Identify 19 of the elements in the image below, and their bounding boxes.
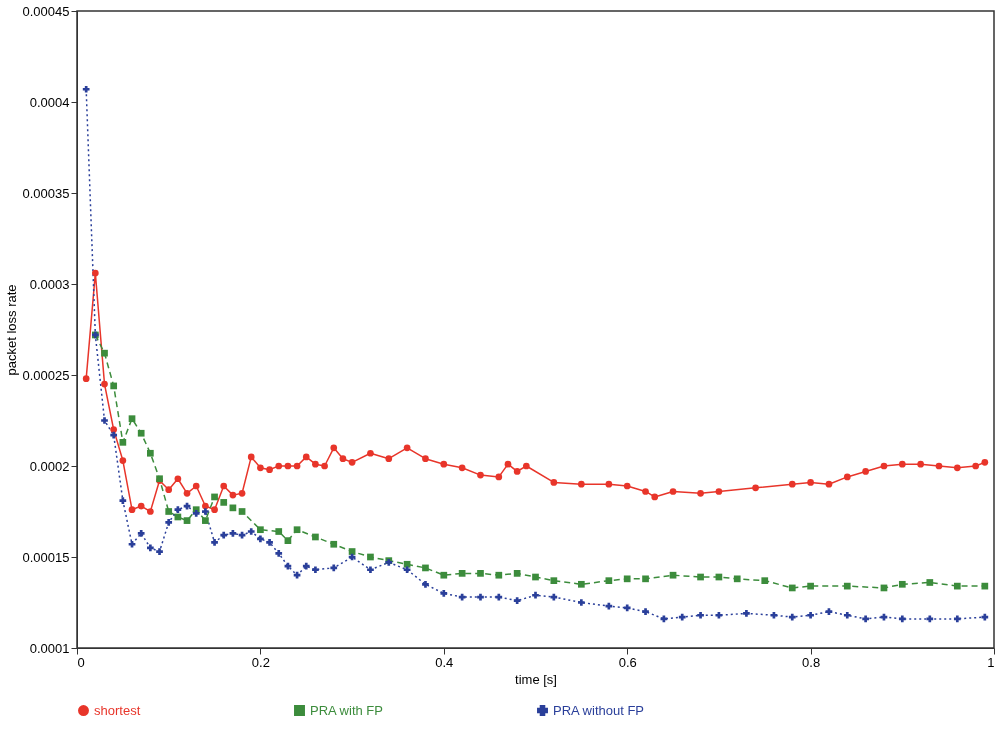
legend-label: shortest (94, 702, 141, 718)
legend-label: PRA with FP (310, 702, 383, 718)
x-tick-label: 0.6 (618, 654, 637, 670)
y-tick-label: 0.0002 (29, 458, 70, 474)
x-tick-label: 0.4 (435, 654, 454, 670)
y-tick-label: 0.00015 (22, 549, 70, 565)
y-tick-label: 0.0004 (29, 94, 70, 110)
legend-label: PRA without FP (553, 702, 645, 718)
y-tick-label: 0.0001 (29, 640, 70, 656)
x-tick-label: 0.2 (251, 654, 270, 670)
x-tick-label: 1 (987, 654, 995, 670)
y-tick-label: 0.00025 (22, 367, 70, 383)
x-axis-title: time [s] (515, 671, 557, 687)
y-tick-label: 0.0003 (29, 276, 70, 292)
y-tick-label: 0.00035 (22, 185, 70, 201)
y-tick-label: 0.00045 (22, 3, 70, 19)
y-axis-title: packet loss rate (3, 284, 19, 376)
x-tick-label: 0.8 (802, 654, 821, 670)
x-tick-label: 0 (77, 654, 85, 670)
